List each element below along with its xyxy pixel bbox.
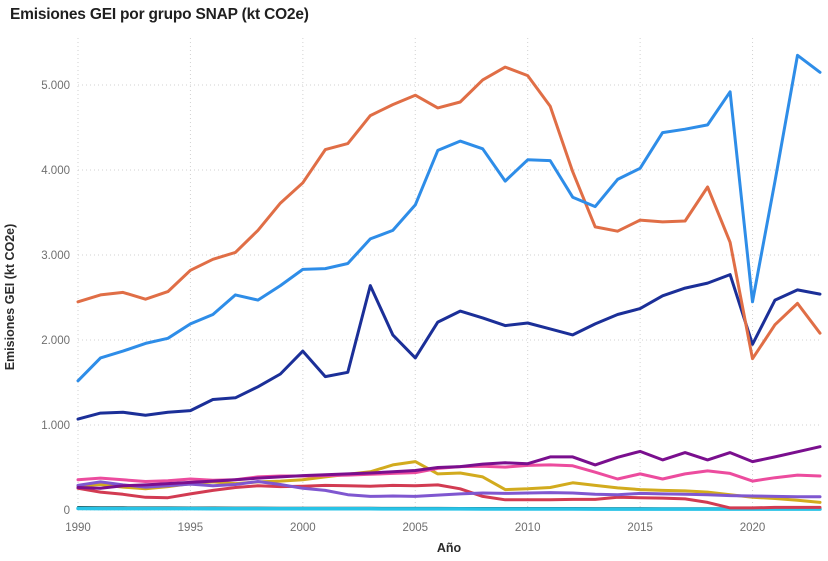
y-axis-tick-labels: 0 1.000 2.000 3.000 4.000 5.000 — [41, 80, 70, 517]
series-line-orange — [76, 65, 822, 361]
x-tick-label: 2005 — [402, 522, 428, 534]
y-tick-label: 0 — [64, 505, 70, 517]
x-axis-title: Año — [437, 541, 462, 555]
x-tick-label: 2020 — [740, 522, 766, 534]
x-tick-label: 2015 — [627, 522, 653, 534]
y-axis-title: Emisiones GEI (kt CO2e) — [3, 224, 17, 371]
x-axis-tick-labels: 1990 1995 2000 2005 2010 2015 2020 — [65, 522, 765, 534]
series-line-red — [76, 483, 822, 510]
x-tick-label: 1995 — [178, 522, 204, 534]
series-line-navy — [76, 273, 822, 421]
gridlines — [77, 38, 822, 511]
x-tick-label: 1990 — [65, 522, 91, 534]
series-line-violet — [76, 480, 822, 499]
y-tick-label: 1.000 — [41, 420, 70, 432]
x-tick-label: 2010 — [515, 522, 541, 534]
y-tick-label: 2.000 — [41, 335, 70, 347]
x-tick-label: 2000 — [290, 522, 316, 534]
chart-title: Emisiones GEI por grupo SNAP (kt CO2e) — [10, 6, 309, 23]
y-tick-label: 4.000 — [41, 165, 70, 177]
y-tick-label: 3.000 — [41, 250, 70, 262]
series-line-cyan — [76, 506, 822, 511]
series-lines — [76, 53, 822, 511]
series-line-light-blue — [76, 53, 822, 383]
y-tick-label: 5.000 — [41, 80, 70, 92]
series-line-dark-purple — [76, 445, 822, 490]
